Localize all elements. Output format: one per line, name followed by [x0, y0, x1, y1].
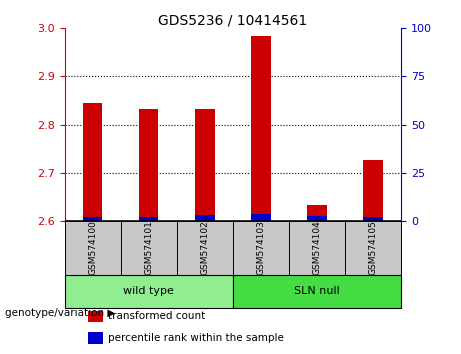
Text: percentile rank within the sample: percentile rank within the sample [108, 333, 284, 343]
FancyBboxPatch shape [65, 275, 233, 308]
Bar [139, 217, 159, 221]
Text: SLN null: SLN null [294, 286, 340, 296]
FancyBboxPatch shape [65, 221, 121, 275]
Text: GSM574105: GSM574105 [368, 220, 378, 275]
Bar [251, 36, 271, 221]
Text: wild type: wild type [123, 286, 174, 296]
Text: GSM574101: GSM574101 [144, 220, 153, 275]
FancyBboxPatch shape [345, 221, 401, 275]
Text: GSM574104: GSM574104 [313, 220, 321, 275]
FancyBboxPatch shape [289, 221, 345, 275]
Bar [195, 215, 214, 221]
Text: GSM574103: GSM574103 [256, 220, 266, 275]
Text: genotype/variation ▶: genotype/variation ▶ [5, 308, 115, 318]
Bar [363, 217, 383, 221]
Bar [307, 216, 327, 221]
Bar [139, 109, 159, 221]
Text: GSM574100: GSM574100 [88, 220, 97, 275]
Bar [195, 109, 214, 221]
FancyBboxPatch shape [121, 221, 177, 275]
Bar [83, 217, 102, 221]
Bar [251, 214, 271, 221]
FancyBboxPatch shape [233, 275, 401, 308]
Text: GSM574102: GSM574102 [200, 220, 209, 275]
Bar [83, 103, 102, 221]
Bar [88, 332, 103, 344]
FancyBboxPatch shape [177, 221, 233, 275]
Bar [363, 160, 383, 221]
Text: transformed count: transformed count [108, 312, 206, 321]
Bar [307, 205, 327, 221]
Bar [88, 310, 103, 322]
Title: GDS5236 / 10414561: GDS5236 / 10414561 [158, 13, 307, 27]
FancyBboxPatch shape [233, 221, 289, 275]
